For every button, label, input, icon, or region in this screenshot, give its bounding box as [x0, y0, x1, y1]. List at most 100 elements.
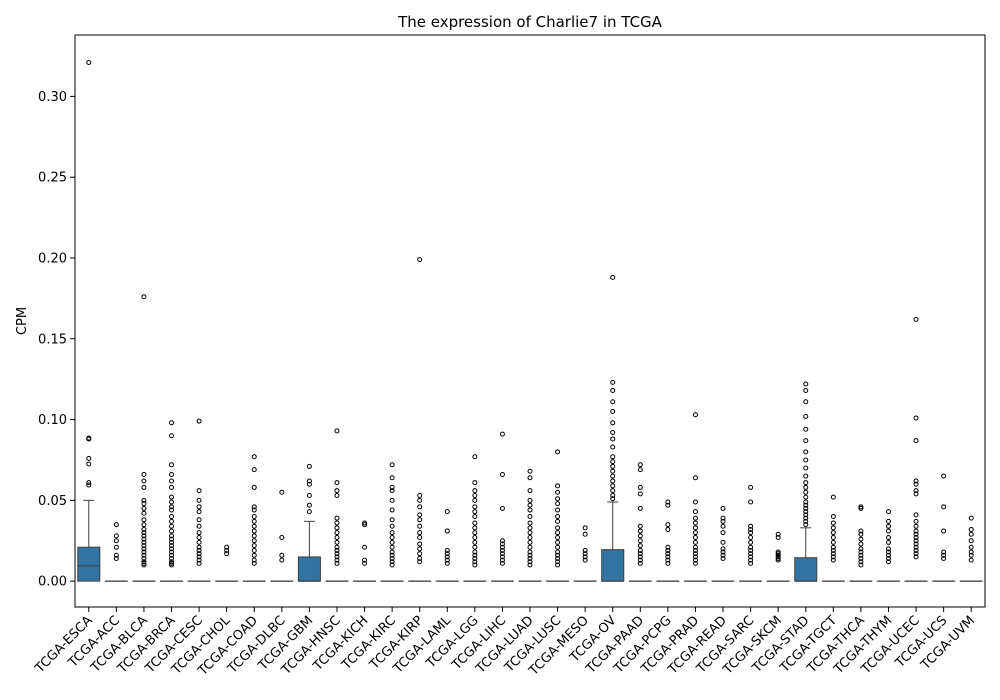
outlier-point	[113, 556, 119, 562]
outlier-point	[499, 551, 505, 557]
outlier-point	[389, 552, 395, 558]
outlier-point	[499, 554, 505, 560]
outlier-point	[169, 504, 175, 510]
outlier-point	[362, 557, 368, 563]
outlier-point	[803, 465, 809, 471]
outlier-point	[169, 552, 175, 558]
outlier-point	[885, 518, 891, 524]
outlier-point	[720, 539, 726, 545]
outlier-point	[472, 544, 478, 550]
outlier-point	[141, 552, 147, 558]
outlier-point	[775, 549, 781, 555]
outlier-point	[692, 509, 698, 515]
outlier-point	[637, 462, 643, 468]
outlier-point	[555, 535, 561, 541]
outlier-point	[692, 547, 698, 553]
outlier-point	[913, 544, 919, 550]
box-group	[518, 468, 542, 582]
outlier-point	[665, 522, 671, 528]
outlier-point	[748, 539, 754, 545]
outlier-point	[334, 480, 340, 486]
outlier-point	[555, 518, 561, 524]
outlier-point	[748, 499, 754, 505]
outlier-point	[748, 554, 754, 560]
y-tick-label: 0.20	[38, 251, 67, 266]
outlier-point	[582, 531, 588, 537]
outlier-point	[472, 549, 478, 555]
outlier-point	[803, 438, 809, 444]
outlier-point	[665, 560, 671, 566]
outlier-point	[748, 557, 754, 563]
outlier-point	[803, 473, 809, 479]
outlier-point	[362, 560, 368, 566]
outlier-point	[279, 489, 285, 495]
outlier-point	[224, 551, 230, 557]
outlier-point	[86, 482, 92, 488]
outlier-point	[637, 533, 643, 539]
outlier-point	[141, 294, 147, 300]
outlier-point	[527, 514, 533, 520]
outlier-point	[913, 523, 919, 529]
outlier-point	[582, 547, 588, 553]
outlier-point	[968, 538, 974, 544]
outlier-point	[720, 549, 726, 555]
outlier-point	[389, 523, 395, 529]
outlier-point	[251, 528, 257, 534]
outlier-point	[334, 547, 340, 553]
outlier-point	[665, 547, 671, 553]
outlier-point	[389, 488, 395, 494]
outlier-point	[555, 514, 561, 520]
outlier-point	[968, 531, 974, 537]
outlier-point	[720, 546, 726, 552]
outlier-point	[86, 480, 92, 486]
outlier-point	[527, 556, 533, 562]
y-tick-label: 0.05	[38, 494, 67, 509]
outlier-point	[803, 515, 809, 521]
outlier-point	[582, 525, 588, 531]
outlier-point	[169, 523, 175, 529]
outlier-point	[251, 523, 257, 529]
outlier-point	[692, 525, 698, 531]
outlier-point	[555, 530, 561, 536]
outlier-point	[141, 539, 147, 545]
outlier-point	[527, 488, 533, 494]
outlier-point	[169, 499, 175, 505]
outlier-point	[913, 554, 919, 560]
outlier-point	[527, 552, 533, 558]
outlier-point	[527, 562, 533, 568]
outlier-point	[968, 515, 974, 521]
outlier-point	[141, 510, 147, 516]
outlier-point	[692, 475, 698, 481]
outlier-point	[610, 493, 616, 499]
outlier-point	[610, 444, 616, 450]
box-group	[959, 515, 983, 582]
box-group	[601, 274, 625, 582]
outlier-point	[555, 556, 561, 562]
outlier-point	[499, 431, 505, 437]
outlier-point	[141, 472, 147, 478]
outlier-point	[941, 556, 947, 562]
outlier-point	[389, 530, 395, 536]
outlier-point	[913, 538, 919, 544]
outlier-point	[169, 556, 175, 562]
outlier-point	[196, 517, 202, 523]
outlier-point	[858, 552, 864, 558]
outlier-point	[610, 387, 616, 393]
outlier-point	[196, 488, 202, 494]
box-group	[435, 509, 459, 582]
outlier-point	[830, 539, 836, 545]
outlier-point	[362, 544, 368, 550]
outlier-point	[472, 539, 478, 545]
outlier-point	[665, 499, 671, 505]
outlier-point	[527, 475, 533, 481]
outlier-point	[389, 484, 395, 490]
outlier-point	[389, 556, 395, 562]
outlier-point	[472, 556, 478, 562]
outlier-point	[527, 549, 533, 555]
outlier-point	[720, 518, 726, 524]
outlier-point	[527, 507, 533, 513]
box-group	[380, 462, 404, 582]
outlier-point	[941, 504, 947, 510]
outlier-point	[444, 509, 450, 515]
outlier-point	[334, 520, 340, 526]
